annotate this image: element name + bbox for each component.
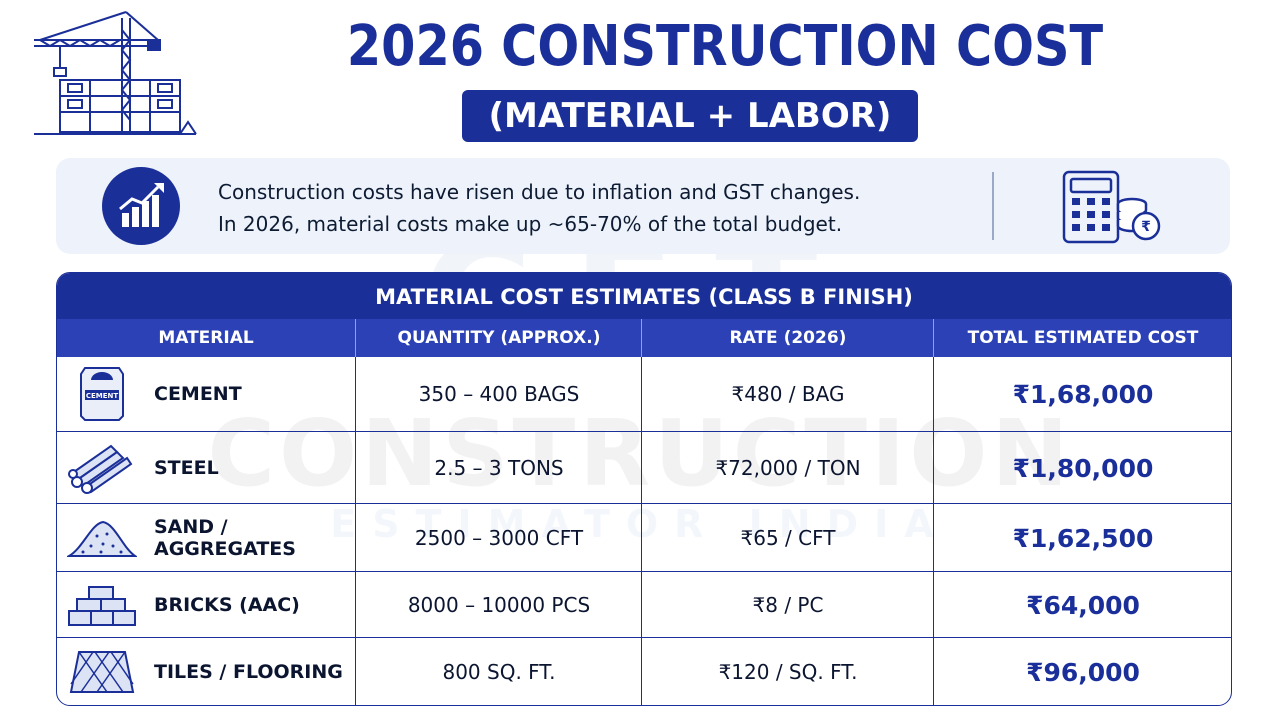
col-header-material: MATERIAL bbox=[158, 328, 254, 348]
rate-cell: ₹480 / BAG bbox=[641, 357, 934, 431]
total-value: ₹64,000 bbox=[1026, 590, 1140, 620]
rate-value: ₹120 / SQ. FT. bbox=[718, 660, 858, 684]
table-title: MATERIAL COST ESTIMATES (CLASS B FINISH) bbox=[375, 285, 913, 309]
material-cell: SAND / AGGREGATES bbox=[57, 504, 355, 572]
rate-cell: ₹65 / CFT bbox=[641, 504, 934, 572]
total-value: ₹1,68,000 bbox=[1012, 379, 1154, 409]
crane-building-icon bbox=[34, 11, 197, 135]
calculator-coins-icon: ₹ bbox=[1062, 170, 1161, 244]
rate-value: ₹65 / CFT bbox=[740, 526, 836, 550]
table-row: CEMENT CEMENT 350 – 400 BAGS ₹480 / BAG … bbox=[57, 357, 1231, 431]
info-panel: Construction costs have risen due to inf… bbox=[56, 158, 1230, 254]
table-row: SAND / AGGREGATES 2500 – 3000 CFT ₹65 / … bbox=[57, 503, 1231, 572]
cement-bag-icon: CEMENT bbox=[80, 367, 124, 421]
table-row: TILES / FLOORING 800 SQ. FT. ₹120 / SQ. … bbox=[57, 637, 1231, 705]
material-name: STEEL bbox=[154, 457, 219, 479]
tiles-icon bbox=[69, 651, 135, 693]
bricks-icon bbox=[68, 586, 136, 626]
quantity-value: 8000 – 10000 PCS bbox=[407, 593, 591, 617]
material-name: BRICKS (AAC) bbox=[154, 594, 300, 616]
quantity-cell: 8000 – 10000 PCS bbox=[355, 572, 642, 638]
quantity-cell: 2.5 – 3 TONS bbox=[355, 432, 642, 504]
info-line-1: Construction costs have risen due to inf… bbox=[218, 180, 861, 204]
total-value: ₹96,000 bbox=[1026, 657, 1140, 687]
material-cell: BRICKS (AAC) bbox=[57, 572, 355, 638]
material-name: CEMENT bbox=[154, 383, 242, 405]
material-cost-table: MATERIAL COST ESTIMATES (CLASS B FINISH)… bbox=[56, 272, 1232, 706]
info-divider bbox=[992, 172, 994, 240]
subtitle-banner: (MATERIAL + LABOR) bbox=[462, 90, 918, 142]
table-row: STEEL 2.5 – 3 TONS ₹72,000 / TON ₹1,80,0… bbox=[57, 431, 1231, 504]
total-value: ₹1,62,500 bbox=[1012, 523, 1154, 553]
col-header-rate: RATE (2026) bbox=[641, 319, 934, 357]
total-cell: ₹96,000 bbox=[933, 638, 1231, 705]
rate-cell: ₹120 / SQ. FT. bbox=[641, 638, 934, 705]
rate-value: ₹480 / BAG bbox=[731, 382, 845, 406]
table-row: BRICKS (AAC) 8000 – 10000 PCS ₹8 / PC ₹6… bbox=[57, 571, 1231, 638]
rate-cell: ₹8 / PC bbox=[641, 572, 934, 638]
rate-cell: ₹72,000 / TON bbox=[641, 432, 934, 504]
quantity-value: 800 SQ. FT. bbox=[442, 660, 556, 684]
material-cell: CEMENT CEMENT bbox=[57, 357, 355, 431]
material-name: SAND / AGGREGATES bbox=[154, 516, 296, 560]
quantity-value: 2500 – 3000 CFT bbox=[414, 526, 584, 550]
quantity-cell: 2500 – 3000 CFT bbox=[355, 504, 642, 572]
page-subtitle: (MATERIAL + LABOR) bbox=[488, 96, 892, 136]
col-header-quantity: QUANTITY (APPROX.) bbox=[355, 319, 642, 357]
info-text: Construction costs have risen due to inf… bbox=[218, 176, 978, 240]
steel-rods-icon bbox=[68, 444, 133, 494]
total-value: ₹1,80,000 bbox=[1012, 453, 1154, 483]
total-cell: ₹64,000 bbox=[933, 572, 1231, 638]
quantity-value: 350 – 400 BAGS bbox=[418, 382, 580, 406]
total-cell: ₹1,68,000 bbox=[933, 357, 1231, 431]
col-header-total: TOTAL ESTIMATED COST bbox=[933, 319, 1231, 357]
info-line-2: In 2026, material costs make up ~65-70% … bbox=[218, 212, 843, 236]
table-title-bar: MATERIAL COST ESTIMATES (CLASS B FINISH) bbox=[57, 273, 1231, 319]
material-cell: TILES / FLOORING bbox=[57, 638, 355, 705]
material-name: TILES / FLOORING bbox=[154, 661, 343, 683]
table-header-row: MATERIAL QUANTITY (APPROX.) RATE (2026) … bbox=[57, 319, 1231, 357]
total-cell: ₹1,80,000 bbox=[933, 432, 1231, 504]
rate-value: ₹72,000 / TON bbox=[715, 456, 861, 480]
growth-chart-icon bbox=[102, 167, 180, 245]
quantity-cell: 800 SQ. FT. bbox=[355, 638, 642, 705]
quantity-value: 2.5 – 3 TONS bbox=[434, 456, 564, 480]
sand-pile-icon bbox=[67, 520, 137, 557]
rate-value: ₹8 / PC bbox=[752, 593, 824, 617]
total-cell: ₹1,62,500 bbox=[933, 504, 1231, 572]
material-cell: STEEL bbox=[57, 432, 355, 504]
svg-text:₹: ₹ bbox=[1141, 219, 1151, 235]
quantity-cell: 350 – 400 BAGS bbox=[355, 357, 642, 431]
svg-text:CEMENT: CEMENT bbox=[86, 392, 119, 400]
